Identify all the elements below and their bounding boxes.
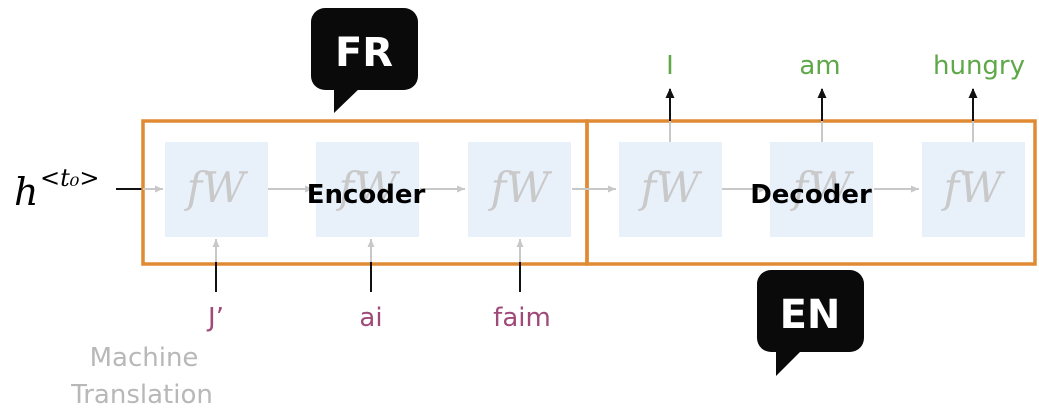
cell-box [316,142,419,237]
cell-function: fW [336,163,402,212]
en-language-label: EN [780,292,841,338]
cell-function: fW [488,163,554,212]
english-word: I [666,51,674,81]
initial-state-label: h <t₀> [14,164,99,214]
cell-box [165,142,268,237]
french-word: ai [359,303,382,333]
cell-function: fW [941,163,1007,212]
initial-state-superscript: <t₀> [40,164,99,192]
cell-function: fW [638,163,704,212]
decoder-cell: fW [922,142,1025,237]
decoder-cell: fW [619,142,722,237]
cell-box [922,142,1025,237]
encoder-cell: fW [468,142,571,237]
en-speech-bubble: EN [757,270,864,376]
decoder-label: Decoder [750,180,872,210]
french-word: faim [493,303,551,333]
encoder-cell: fW [165,142,268,237]
french-word: J’ [206,303,224,333]
english-word: am [799,51,840,81]
cell-function: fW [184,163,250,212]
cell-box [468,142,571,237]
encoder-label: Encoder [307,180,426,210]
encoder-cell: fW [316,142,419,237]
decoder-frame [585,119,1037,266]
decoder-cell: fW [770,142,873,237]
caption-line-2: Translation [70,380,213,410]
fr-speech-bubble: FR [311,8,418,113]
cell-box [619,142,722,237]
caption-line-1: Machine [90,343,199,373]
initial-state-base: h [14,170,38,214]
fr-language-label: FR [335,30,393,76]
cell-box [770,142,873,237]
cell-function: fW [790,163,856,212]
english-word: hungry [933,51,1025,81]
